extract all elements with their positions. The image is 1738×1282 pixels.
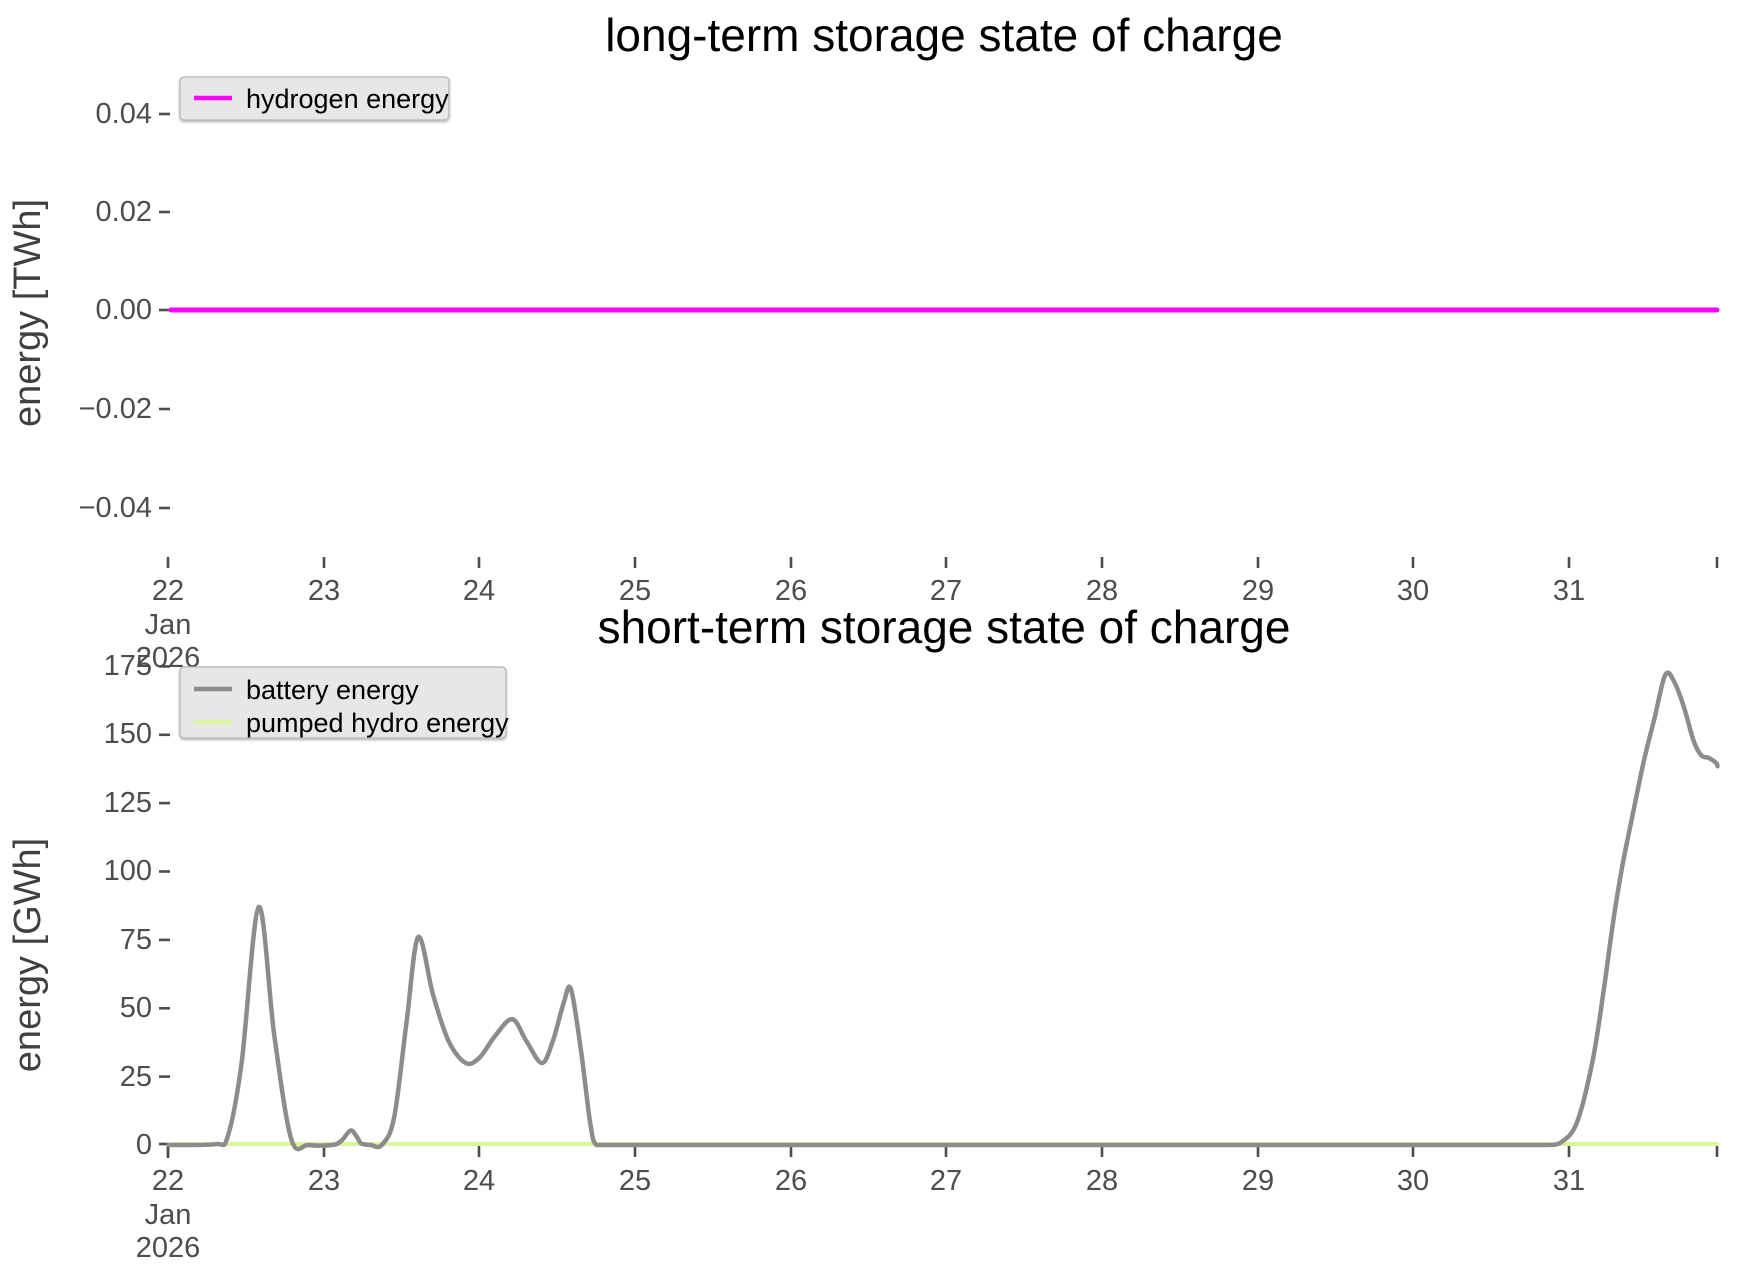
svg-text:25: 25 bbox=[619, 1165, 651, 1197]
svg-text:28: 28 bbox=[1086, 1165, 1118, 1197]
svg-text:31: 31 bbox=[1553, 575, 1585, 607]
svg-text:75: 75 bbox=[120, 924, 152, 956]
svg-text:26: 26 bbox=[775, 1165, 807, 1197]
svg-text:0.02: 0.02 bbox=[96, 196, 152, 228]
svg-text:125: 125 bbox=[104, 787, 152, 819]
svg-text:175: 175 bbox=[104, 650, 152, 682]
svg-text:pumped hydro energy: pumped hydro energy bbox=[246, 708, 509, 738]
svg-text:22: 22 bbox=[152, 1165, 184, 1197]
svg-text:−0.02: −0.02 bbox=[79, 393, 152, 425]
svg-text:22: 22 bbox=[152, 575, 184, 607]
svg-text:25: 25 bbox=[120, 1061, 152, 1093]
svg-text:long-term storage state of cha: long-term storage state of charge bbox=[605, 9, 1283, 61]
svg-text:30: 30 bbox=[1397, 1165, 1429, 1197]
svg-text:27: 27 bbox=[930, 1165, 962, 1197]
svg-text:0: 0 bbox=[136, 1129, 152, 1161]
svg-text:100: 100 bbox=[104, 855, 152, 887]
svg-text:short-term storage state of ch: short-term storage state of charge bbox=[598, 601, 1291, 653]
svg-text:0.00: 0.00 bbox=[96, 294, 152, 326]
svg-text:29: 29 bbox=[1242, 1165, 1274, 1197]
svg-text:50: 50 bbox=[120, 992, 152, 1024]
svg-text:24: 24 bbox=[463, 1165, 495, 1197]
svg-text:hydrogen energy: hydrogen energy bbox=[246, 84, 449, 114]
svg-text:−0.04: −0.04 bbox=[79, 492, 152, 524]
svg-text:0.04: 0.04 bbox=[96, 98, 152, 130]
svg-text:energy [TWh]: energy [TWh] bbox=[7, 199, 49, 427]
svg-text:23: 23 bbox=[308, 1165, 340, 1197]
svg-text:30: 30 bbox=[1397, 575, 1429, 607]
svg-text:2026: 2026 bbox=[136, 1232, 201, 1264]
svg-text:battery energy: battery energy bbox=[246, 675, 419, 705]
svg-text:23: 23 bbox=[308, 575, 340, 607]
svg-text:Jan: Jan bbox=[145, 609, 192, 641]
svg-text:150: 150 bbox=[104, 718, 152, 750]
svg-text:Jan: Jan bbox=[145, 1199, 192, 1231]
svg-text:energy [GWh]: energy [GWh] bbox=[7, 838, 49, 1072]
svg-text:24: 24 bbox=[463, 575, 495, 607]
svg-text:31: 31 bbox=[1553, 1165, 1585, 1197]
